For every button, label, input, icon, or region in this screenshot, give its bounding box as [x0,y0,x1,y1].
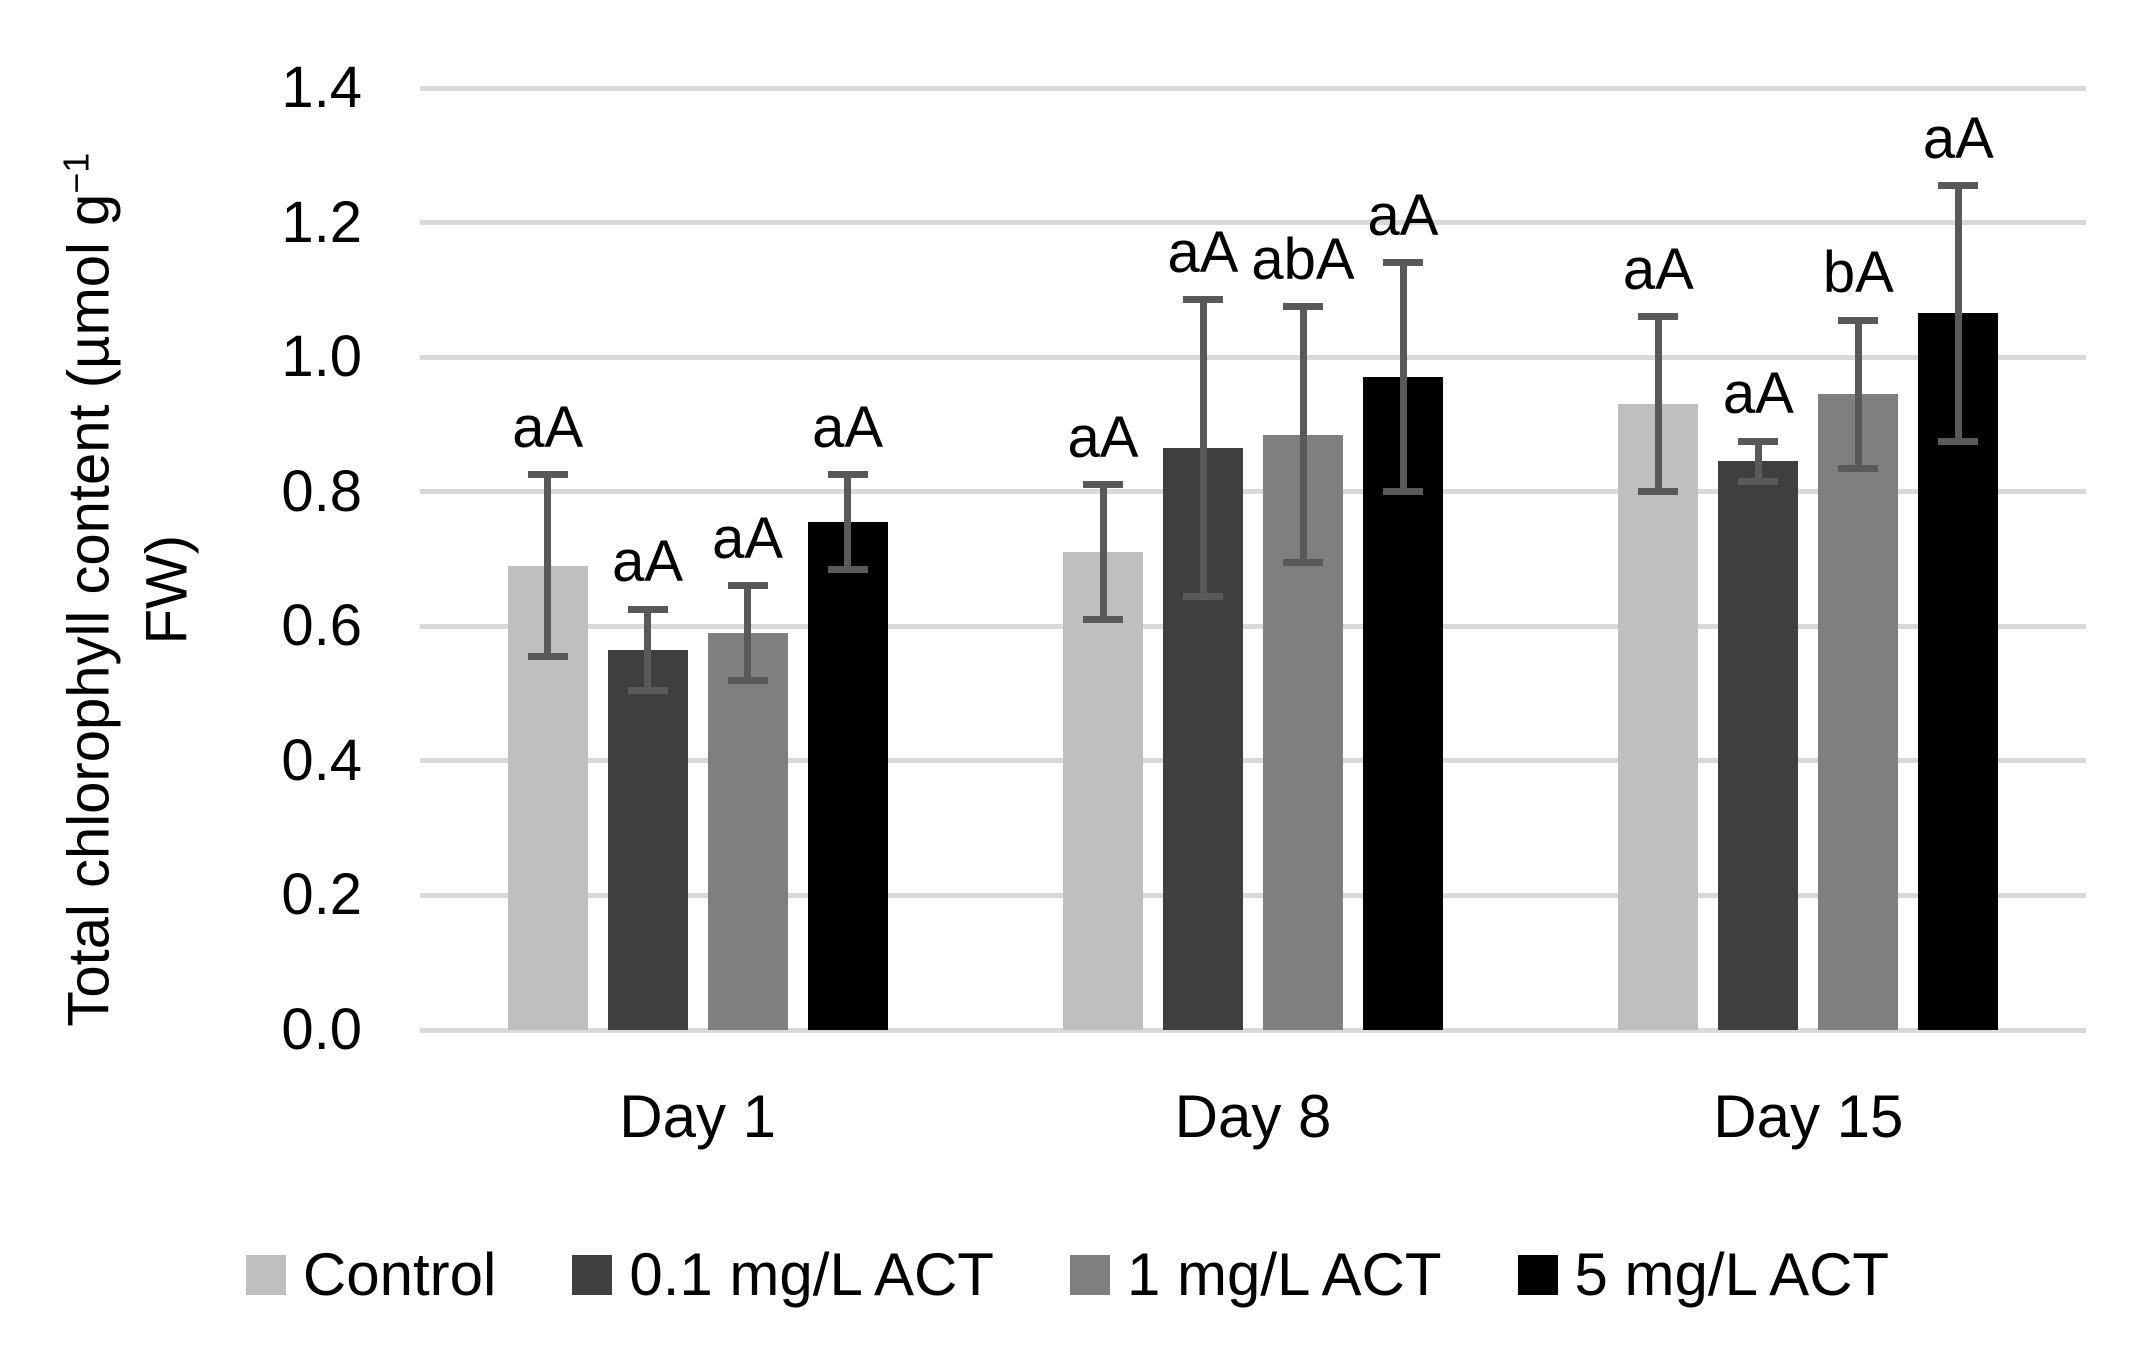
y-tick-label: 1.2 [281,189,362,255]
significance-label: aA [1367,182,1439,248]
significance-label: aA [1622,236,1694,302]
significance-label: aA [1922,105,1994,171]
gridline [420,220,2086,226]
bar-5-mg-l-act-day-1 [807,521,888,1030]
error-bar-cap [1083,616,1123,624]
error-bar-line [1654,316,1662,492]
legend: Control 0.1 mg/L ACT 1 mg/L ACT 5 mg/L ACT [0,1240,2135,1309]
gridline [420,892,2086,898]
error-bar-cap [1183,592,1223,600]
gridline [420,85,2086,91]
gridline [420,354,2086,360]
significance-label: abA [1251,226,1355,292]
x-category-label: Day 15 [1713,1083,1904,1150]
error-bar-cap [1938,437,1979,445]
gridline [420,489,2086,495]
error-bar-line [844,474,852,570]
error-bar-cap [1083,481,1123,489]
legend-label: 5 mg/L ACT [1574,1241,1890,1308]
error-bar-line [1299,306,1307,563]
significance-label: aA [712,505,784,571]
legend-item: 1 mg/L ACT [1069,1240,1442,1309]
error-bar-cap [627,605,668,613]
legend-label: 1 mg/L ACT [1126,1241,1442,1308]
error-bar-line [1099,484,1107,620]
error-bar-cap [1938,182,1979,190]
y-tick-label: 0.2 [281,862,362,928]
legend-marker [245,1254,286,1295]
gridline [420,1027,2086,1033]
error-bar-cap [1283,558,1323,566]
bar-1-mg-l-act-day-1 [707,633,788,1030]
error-bar-cap [827,565,868,573]
significance-label: bA [1822,240,1894,306]
legend-marker [1069,1254,1110,1295]
y-tick-label: 0.4 [281,727,362,793]
gridline [420,623,2086,629]
error-bar-cap [527,653,568,661]
y-tick-label: 0.8 [281,458,362,524]
error-bar-line [644,609,652,691]
significance-label: aA [1167,219,1239,285]
y-tick-label: 1.4 [281,55,362,120]
error-bar-line [1954,185,1962,442]
x-category-label: Day 8 [1174,1083,1332,1150]
error-bar-cap [827,471,868,479]
error-bar-cap [727,676,768,684]
error-bar-cap [727,582,768,590]
error-bar-line [1754,441,1762,482]
legend-label: Control [302,1241,497,1308]
error-bar-cap [1283,303,1323,311]
legend-marker [572,1254,613,1295]
error-bar-cap [1383,259,1423,267]
y-tick-label: 1.0 [281,324,362,390]
y-tick-label: 0.6 [281,593,362,659]
bar-1-mg-l-act-day-15 [1818,394,1899,1030]
error-bar-cap [1183,296,1223,304]
significance-label: aA [1067,404,1139,470]
error-bar-line [544,474,552,657]
bar-control-day-8 [1063,552,1143,1030]
error-bar-cap [1838,316,1879,324]
error-bar-line [1199,299,1207,596]
significance-label: aA [1722,361,1794,427]
plot-area: aA aA aA aA aA aA aA abA bA aA aA aA [420,85,2086,1033]
error-bar-cap [1638,313,1679,321]
bar-0.1-mg-l-act-day-15 [1718,461,1799,1030]
error-bar-cap [1738,437,1779,445]
error-bar-line [1399,262,1407,492]
y-tick-label: 0.0 [281,997,362,1062]
error-bar-cap [1383,488,1423,496]
error-bar-cap [1638,488,1679,496]
gridline [420,758,2086,764]
error-bar-cap [527,471,568,479]
legend-item: 0.1 mg/L ACT [572,1240,994,1309]
legend-item: 5 mg/L ACT [1517,1240,1890,1309]
significance-label: aA [612,529,684,595]
legend-item: Control [245,1240,497,1309]
error-bar-line [744,585,752,681]
x-category-label: Day 1 [619,1083,777,1150]
error-bar-cap [1838,464,1879,472]
error-bar-line [1854,320,1862,469]
error-bar-cap [627,686,668,694]
significance-label: aA [812,394,884,460]
legend-label: 0.1 mg/L ACT [629,1241,994,1308]
significance-label: aA [512,394,584,460]
bar-control-day-15 [1618,404,1699,1030]
error-bar-cap [1738,478,1779,486]
bar-0.1-mg-l-act-day-1 [607,649,688,1030]
legend-marker [1517,1254,1558,1295]
